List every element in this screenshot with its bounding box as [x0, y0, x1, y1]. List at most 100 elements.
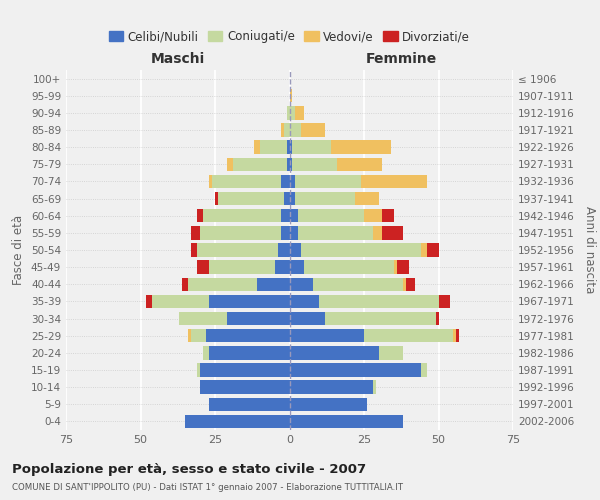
Bar [290, 414, 403, 428]
Bar [233, 158, 287, 171]
Bar [439, 294, 451, 308]
Bar [146, 294, 152, 308]
Bar [284, 192, 290, 205]
Bar [290, 312, 325, 326]
Bar [304, 260, 394, 274]
Bar [209, 346, 290, 360]
Bar [209, 398, 290, 411]
Bar [203, 346, 209, 360]
Bar [364, 209, 382, 222]
Bar [179, 312, 227, 326]
Bar [290, 329, 364, 342]
Bar [197, 244, 278, 256]
Bar [298, 226, 373, 239]
Bar [290, 346, 379, 360]
Bar [290, 158, 292, 171]
Bar [290, 380, 373, 394]
Bar [182, 278, 188, 291]
Bar [290, 106, 295, 120]
Bar [281, 124, 284, 136]
Bar [197, 260, 209, 274]
Y-axis label: Fasce di età: Fasce di età [13, 215, 25, 285]
Bar [209, 294, 290, 308]
Bar [295, 174, 361, 188]
Bar [152, 294, 209, 308]
Bar [290, 278, 313, 291]
Bar [215, 192, 218, 205]
Text: COMUNE DI SANT'IPPOLITO (PU) - Dati ISTAT 1° gennaio 2007 - Elaborazione TUTTITA: COMUNE DI SANT'IPPOLITO (PU) - Dati ISTA… [12, 484, 403, 492]
Bar [281, 226, 290, 239]
Bar [427, 244, 439, 256]
Bar [301, 244, 421, 256]
Bar [292, 140, 331, 154]
Bar [218, 192, 284, 205]
Bar [457, 329, 460, 342]
Bar [197, 364, 200, 376]
Bar [331, 140, 391, 154]
Bar [295, 106, 304, 120]
Bar [421, 364, 427, 376]
Bar [206, 329, 290, 342]
Bar [185, 414, 290, 428]
Bar [203, 209, 281, 222]
Bar [290, 89, 292, 102]
Bar [290, 140, 292, 154]
Bar [290, 226, 298, 239]
Bar [290, 294, 319, 308]
Bar [290, 260, 304, 274]
Bar [319, 294, 439, 308]
Bar [382, 226, 403, 239]
Bar [284, 124, 290, 136]
Bar [200, 364, 290, 376]
Bar [290, 244, 301, 256]
Bar [191, 329, 206, 342]
Bar [257, 278, 290, 291]
Bar [275, 260, 290, 274]
Bar [298, 209, 364, 222]
Bar [191, 226, 200, 239]
Bar [188, 329, 191, 342]
Bar [209, 174, 212, 188]
Bar [337, 158, 382, 171]
Bar [301, 124, 325, 136]
Bar [292, 158, 337, 171]
Bar [290, 209, 298, 222]
Text: Femmine: Femmine [365, 52, 437, 66]
Bar [209, 260, 275, 274]
Bar [290, 124, 301, 136]
Bar [290, 398, 367, 411]
Bar [200, 226, 281, 239]
Bar [295, 192, 355, 205]
Bar [290, 174, 295, 188]
Bar [191, 244, 197, 256]
Bar [278, 244, 290, 256]
Bar [254, 140, 260, 154]
Bar [281, 174, 290, 188]
Bar [290, 364, 421, 376]
Bar [290, 192, 295, 205]
Bar [373, 380, 376, 394]
Bar [313, 278, 403, 291]
Bar [364, 329, 454, 342]
Bar [436, 312, 439, 326]
Bar [421, 244, 427, 256]
Bar [188, 278, 257, 291]
Text: Popolazione per età, sesso e stato civile - 2007: Popolazione per età, sesso e stato civil… [12, 462, 366, 475]
Bar [403, 278, 406, 291]
Bar [379, 346, 403, 360]
Bar [200, 380, 290, 394]
Bar [361, 174, 427, 188]
Bar [212, 174, 281, 188]
Bar [281, 209, 290, 222]
Bar [287, 106, 290, 120]
Bar [355, 192, 379, 205]
Bar [382, 209, 394, 222]
Bar [287, 158, 290, 171]
Legend: Celibi/Nubili, Coniugati/e, Vedovi/e, Divorziati/e: Celibi/Nubili, Coniugati/e, Vedovi/e, Di… [104, 26, 475, 48]
Bar [373, 226, 382, 239]
Text: Maschi: Maschi [151, 52, 205, 66]
Bar [454, 329, 457, 342]
Bar [260, 140, 287, 154]
Bar [197, 209, 203, 222]
Bar [397, 260, 409, 274]
